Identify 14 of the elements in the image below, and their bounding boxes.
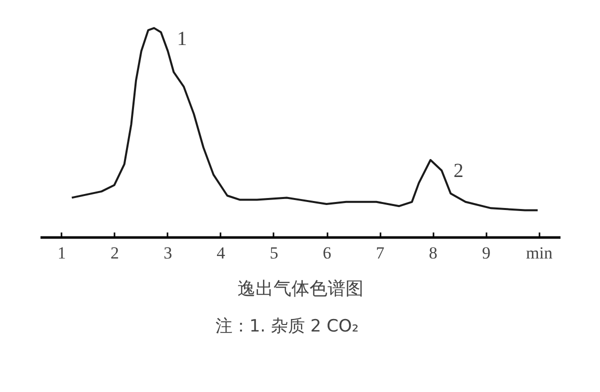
x-tick-label: 7 [376,244,385,262]
x-tick-label: min [526,244,553,262]
x-tick-label: 9 [482,244,490,262]
x-tick-label: 4 [216,244,226,262]
x-tick-label: 5 [270,244,278,262]
x-tick-label: 3 [164,244,172,262]
text: 注：1. 杂质 2 CO₂ [215,316,359,336]
x-tick-label: 1 [57,244,66,262]
x-tick-label: 8 [428,244,438,262]
x-tick-label: 2 [110,244,120,262]
text: 逸出气体色谱图 [238,278,364,300]
annotation: 2 [454,160,464,182]
x-tick-label: 6 [322,244,332,262]
annotation: 1 [177,28,188,50]
